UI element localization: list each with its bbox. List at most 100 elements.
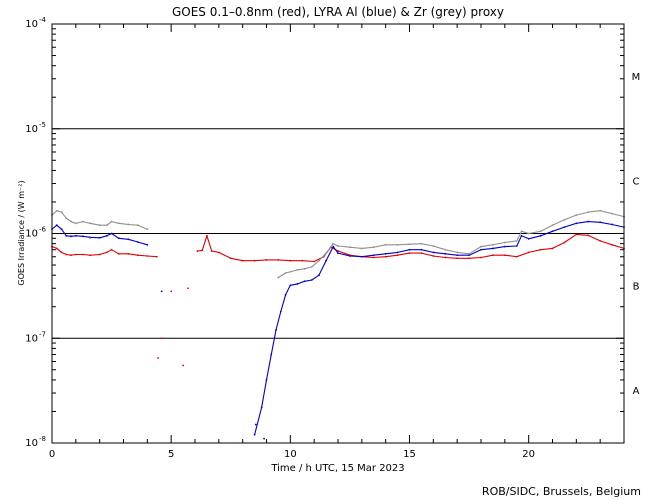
- series-0-point-24: [265, 258, 268, 261]
- series-0-point-40: [444, 256, 447, 259]
- series-1-point-35: [408, 248, 411, 251]
- series-0-point-19: [210, 250, 213, 252]
- class-label-A: A: [633, 386, 640, 397]
- series-2-point-30: [408, 243, 411, 246]
- series-2-point-23: [332, 242, 335, 245]
- class-label-B: B: [633, 281, 640, 292]
- series-0-point-35: [384, 255, 387, 258]
- series-0-point-26: [289, 259, 292, 262]
- series-0-point-28: [313, 260, 316, 263]
- series-2-point-27: [372, 246, 375, 249]
- series-0-point-27: [301, 259, 304, 262]
- x-tick-label-4: 20: [522, 449, 535, 460]
- series-0-point-6: [82, 253, 84, 256]
- isolated-point-4: [186, 287, 189, 290]
- series-0-point-4: [70, 254, 72, 257]
- series-0-point-17: [201, 249, 204, 252]
- series-2-point-17: [289, 270, 292, 273]
- series-2-point-8: [98, 224, 101, 227]
- series-0-point-14: [146, 255, 149, 257]
- series-2-point-22: [325, 252, 327, 254]
- x-axis-label: Time / h UTC, 15 Mar 2023: [270, 463, 404, 474]
- series-2-point-26: [360, 247, 363, 250]
- series-0-point-51: [575, 233, 578, 236]
- series-1-point-52: [599, 221, 602, 224]
- series-1-point-9: [105, 234, 108, 237]
- series-0-point-5: [74, 253, 77, 256]
- credit-text: ROB/SIDC, Brussels, Belgium: [482, 485, 641, 498]
- series-1-point-16: [260, 406, 263, 409]
- series-2-point-11: [117, 222, 120, 225]
- isolated-point-0: [159, 337, 162, 340]
- flare-class-labels: M C B A: [632, 72, 641, 397]
- series-1-point-43: [503, 245, 506, 248]
- isolated-point-2: [170, 290, 173, 293]
- series-1-point-50: [575, 222, 578, 225]
- chart-title: GOES 0.1–0.8nm (red), LYRA Al (blue) & Z…: [172, 5, 504, 19]
- series-1-point-13: [136, 241, 139, 243]
- series-0-point-23: [253, 259, 256, 262]
- series-1-point-31: [360, 255, 363, 258]
- series-2-point-20: [310, 265, 313, 268]
- series-2-point-5: [74, 222, 77, 225]
- series-1-point-21: [284, 293, 287, 296]
- series-1-point-18: [270, 353, 273, 356]
- series-2-point-21: [318, 259, 320, 262]
- series-2-point-19: [303, 267, 306, 270]
- series-0-point-22: [241, 259, 244, 262]
- isolated-point-8: [89, 237, 92, 240]
- series-1-point-26: [318, 274, 320, 277]
- series-0-point-44: [492, 254, 494, 257]
- y-tick-label-0: 10: [25, 19, 38, 30]
- series-1-point-46: [527, 237, 530, 240]
- series-1-point-2: [60, 228, 63, 231]
- y-tick-exponent-1: -5: [39, 121, 46, 129]
- series-2-point-31: [420, 242, 423, 245]
- series-1-point-19: [275, 329, 277, 331]
- series-2-point-41: [527, 232, 530, 235]
- series-2-point-44: [563, 218, 566, 221]
- series-0-point-49: [551, 247, 554, 250]
- series-2-point-34: [456, 251, 459, 254]
- y-axis-label: GOES Irradiance / (W m⁻²): [17, 180, 26, 285]
- isolated-point-6: [254, 423, 257, 426]
- series-0-point-9: [105, 251, 108, 254]
- series-2-point-1: [55, 209, 58, 212]
- series-2-point-39: [515, 239, 518, 242]
- series-0-point-54: [611, 243, 613, 246]
- series-1-point-38: [444, 252, 447, 255]
- series-2-point-3: [65, 217, 68, 220]
- series-1-point-40: [468, 254, 470, 257]
- series-2-point-42: [539, 230, 542, 233]
- series-1-point-12: [127, 238, 130, 241]
- series-0-point-37: [408, 252, 411, 254]
- x-axis: 0 5 10 15 20: [49, 24, 625, 460]
- series-0-point-11: [117, 252, 120, 255]
- series-0-point-8: [98, 253, 101, 256]
- series-2-point-29: [396, 243, 399, 246]
- series-2-point-4: [70, 220, 72, 223]
- series-0-point-43: [480, 256, 482, 259]
- series-1-point-25: [310, 279, 313, 281]
- series-1-point-30: [349, 255, 351, 257]
- series-2-point-47: [599, 209, 602, 212]
- series-0-point-16: [196, 250, 199, 252]
- series-1-point-42: [492, 247, 494, 250]
- series-0-point-42: [468, 257, 470, 260]
- series-1-point-10: [110, 232, 113, 235]
- series-2-point-25: [349, 246, 351, 249]
- series-1-point-28: [332, 245, 335, 248]
- series-0-point-12: [127, 252, 130, 255]
- series-1-point-51: [587, 220, 590, 223]
- series-2-point-37: [492, 243, 494, 246]
- series-line-2: [51, 210, 625, 278]
- series-0-point-25: [277, 258, 280, 261]
- series-0-point-47: [527, 251, 530, 254]
- series-0-point-34: [372, 256, 375, 259]
- series-2-point-18: [296, 268, 299, 271]
- series-0-point-20: [217, 251, 220, 254]
- series-0-point-18: [206, 234, 208, 237]
- series-1-point-32: [372, 254, 375, 257]
- series-2-point-10: [110, 220, 113, 223]
